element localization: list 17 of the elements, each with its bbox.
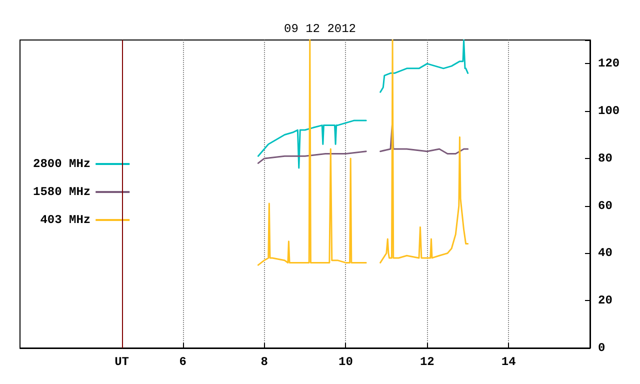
x-tick-label: 12 [420,355,434,369]
legend-label: 1580 MHz [33,185,91,199]
y-tick-label: 20 [598,294,612,308]
x-tick-label: UT [114,355,129,369]
y-tick-label: 40 [598,246,612,260]
x-tick-label: 10 [338,355,353,369]
y-tick-label: 60 [598,198,612,213]
chart-title: 09 12 2012 [284,22,356,36]
y-tick-label: 100 [598,104,620,118]
x-tick-label: 6 [179,355,186,369]
legend-label: 403 MHz [40,213,91,227]
x-tick-label: 8 [260,355,268,369]
legend-label: 2800 MHz [33,157,91,171]
y-tick-label: 80 [598,151,612,166]
y-tick-label: 120 [598,56,620,71]
x-tick-label: 14 [501,355,516,369]
y-tick-label: 0 [598,341,606,355]
